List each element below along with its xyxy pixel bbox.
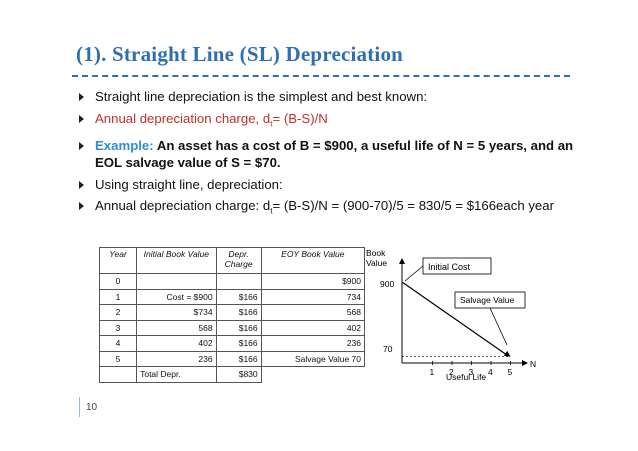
bullet-item: Annual depreciation charge: dt= (B-S)/N … — [79, 197, 579, 220]
bullet-item: Example: An asset has a cost of B = $900… — [79, 137, 579, 172]
x-ticks: 1 2 3 4 5 — [430, 361, 513, 377]
x-tick-label: 4 — [488, 367, 493, 377]
year-cell: 0 — [98, 273, 138, 290]
year-cell: 1 — [98, 288, 138, 305]
depr-charge-cell: $166 — [215, 350, 262, 367]
bullet-arrow-icon — [79, 180, 84, 189]
table-row: 3 568 $166 402 — [98, 319, 366, 336]
table-row: 2 $734 $166 568 — [98, 304, 366, 321]
eoy-book-value-cell: $900 — [260, 273, 366, 290]
table-row: 4 402 $166 236 — [98, 335, 366, 352]
initial-book-value-cell: 568 — [136, 319, 217, 336]
x-axis-end-label: N — [530, 359, 536, 369]
depr-charge-cell: $166 — [215, 335, 262, 352]
table-row: 5 236 $166 Salvage Value 70 — [98, 350, 366, 367]
y-tick-70: 70 — [383, 344, 393, 354]
initial-book-value-cell: Cost = $900 — [136, 288, 217, 305]
eoy-book-value-cell: 236 — [260, 335, 366, 352]
y-axis-label: Value — [366, 258, 387, 268]
initial-book-value-cell: $734 — [136, 304, 217, 321]
total-value-cell: $830 — [215, 366, 262, 383]
table-row: 0 $900 — [98, 273, 366, 290]
bullet-text: Annual depreciation charge: d — [95, 198, 271, 214]
bullet-text: Straight line depreciation is the simple… — [95, 89, 428, 104]
bullet-text: Using straight line, depreciation: — [95, 176, 283, 192]
column-header: EOY Book Value — [260, 247, 366, 274]
x-tick-label: 2 — [449, 367, 454, 377]
y-axis-label: Book — [366, 248, 386, 258]
column-header: Year — [98, 247, 138, 274]
initial-book-value-cell: 402 — [136, 335, 217, 352]
table-row: 1 Cost = $900 $166 734 — [98, 288, 366, 305]
title-divider — [72, 75, 570, 77]
table-header-row: Year Initial Book Value Depr. Charge EOY… — [98, 247, 366, 274]
x-tick-label: 3 — [469, 367, 474, 377]
bullet-list: Straight line depreciation is the simple… — [79, 88, 579, 224]
salvage-value-pointer — [489, 307, 508, 346]
x-tick-label: 5 — [508, 367, 513, 377]
total-label-cell: Total Depr. — [136, 366, 217, 383]
column-header: Depr. Charge — [215, 247, 262, 274]
year-cell: 3 — [98, 319, 138, 336]
bullet-item: Annual depreciation charge, dt= (B-S)/N — [79, 110, 579, 133]
empty-cell — [98, 366, 138, 383]
depreciation-table: Year Initial Book Value Depr. Charge EOY… — [98, 247, 366, 383]
bullet-text: = (B-S)/N — [272, 110, 328, 126]
table-total-row: Total Depr. $830 — [98, 366, 365, 383]
depr-charge-cell: $166 — [215, 319, 262, 336]
depreciation-arrow-icon — [503, 350, 511, 357]
bullet-arrow-icon — [79, 93, 84, 101]
depr-charge-cell: $166 — [215, 288, 262, 305]
eoy-book-value-cell: 402 — [260, 319, 366, 336]
bullet-arrow-icon — [79, 114, 84, 123]
bullet-item: Straight line depreciation is the simple… — [79, 88, 579, 106]
x-axis-label: Useful Life — [446, 372, 486, 382]
x-tick-label: 1 — [430, 367, 435, 377]
depr-charge-cell — [215, 273, 262, 290]
bullet-item: Using straight line, depreciation: — [79, 176, 579, 194]
initial-cost-pointer — [404, 265, 424, 282]
bullet-text: An asset has a cost of B = $900, a usefu… — [95, 137, 574, 171]
book-value-graph: Book Value 900 70 1 2 3 4 5 N Useful Life In… — [366, 248, 536, 382]
initial-book-value-cell: 236 — [136, 350, 217, 367]
eoy-book-value-cell: 734 — [260, 288, 366, 305]
slide-title: (1). Straight Line (SL) Depreciation — [76, 42, 404, 66]
column-header: Initial Book Value — [136, 247, 217, 274]
eoy-book-value-cell: 568 — [260, 304, 366, 321]
bullet-arrow-icon — [79, 141, 84, 150]
bullet-text: = (B-S)/N = (900-70)/5 = 830/5 = $166eac… — [272, 198, 554, 214]
y-tick-900: 900 — [380, 279, 394, 289]
subscript: t — [270, 206, 273, 216]
page-number: 10 — [86, 402, 98, 413]
y-axis-arrow-icon — [399, 258, 405, 264]
year-cell: 2 — [98, 304, 138, 321]
depr-charge-cell: $166 — [215, 304, 262, 321]
year-cell: 5 — [98, 350, 138, 367]
footer-divider — [79, 397, 80, 417]
x-axis-arrow-icon — [522, 360, 528, 366]
initial-book-value-cell — [136, 273, 217, 290]
bullet-arrow-icon — [79, 202, 84, 211]
example-label: Example: — [95, 137, 154, 153]
eoy-book-value-cell: Salvage Value 70 — [260, 350, 366, 367]
bullet-text: Annual depreciation charge, d — [95, 110, 271, 126]
initial-cost-callout: Initial Cost — [428, 262, 471, 272]
subscript: t — [270, 119, 273, 129]
depreciation-line — [401, 281, 507, 356]
depreciation-table-wrapper: Year Initial Book Value Depr. Charge EOY… — [98, 247, 366, 392]
year-cell: 4 — [98, 335, 138, 352]
salvage-value-callout: Salvage Value — [460, 295, 514, 305]
empty-cell — [261, 367, 364, 383]
